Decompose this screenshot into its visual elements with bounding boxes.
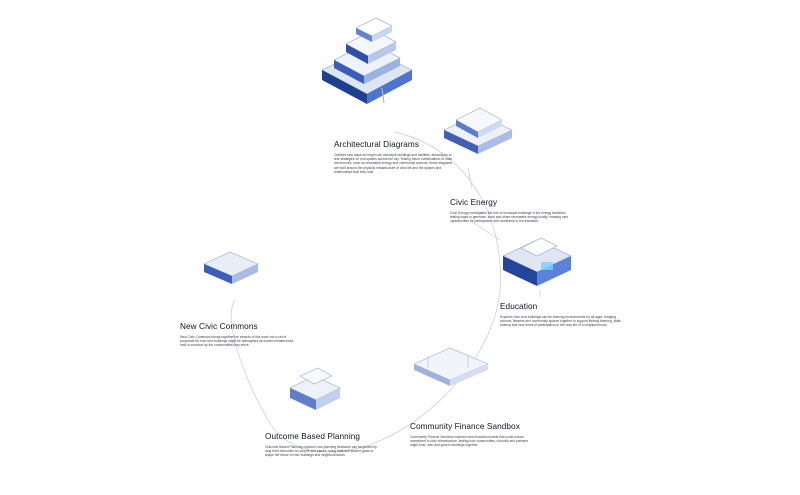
node-description: Community Finance Sandbox explores new f…: [410, 434, 529, 448]
node-title: Education: [500, 302, 538, 311]
node-description: Outlines new ways we might use municipal…: [334, 152, 453, 175]
civic-energy-illustration: [443, 107, 513, 154]
node-education: Education Explores how civic buildings c…: [500, 302, 624, 328]
node-community-finance-sandbox: Community Finance Sandbox Community Fina…: [410, 422, 530, 448]
node-architectural-diagrams: Architectural Diagrams Outlines new ways…: [334, 140, 454, 175]
node-new-civic-commons: New Civic Commons New Civic Commons brin…: [180, 322, 298, 348]
architectural-building-illustration: [321, 17, 413, 104]
node-title: Civic Energy: [450, 198, 498, 207]
node-description: Civic Energy investigates the role of mu…: [450, 210, 568, 224]
node-title: Architectural Diagrams: [334, 140, 420, 149]
node-description: New Civic Commons brings together the st…: [180, 334, 294, 348]
node-description: Explores how civic buildings can be lear…: [500, 314, 621, 328]
education-illustration: [502, 237, 572, 286]
node-description: Outcome Based Planning explores how plan…: [265, 444, 377, 458]
outcome-planning-illustration: [289, 367, 341, 410]
node-title: Outcome Based Planning: [265, 432, 361, 441]
node-title: New Civic Commons: [180, 322, 258, 331]
new-civic-commons-illustration: [203, 251, 259, 284]
node-outcome-based-planning: Outcome Based Planning Outcome Based Pla…: [265, 432, 379, 458]
community-finance-illustration: [413, 347, 489, 386]
node-title: Community Finance Sandbox: [410, 422, 520, 431]
node-civic-energy: Civic Energy Civic Energy investigates t…: [450, 198, 576, 224]
